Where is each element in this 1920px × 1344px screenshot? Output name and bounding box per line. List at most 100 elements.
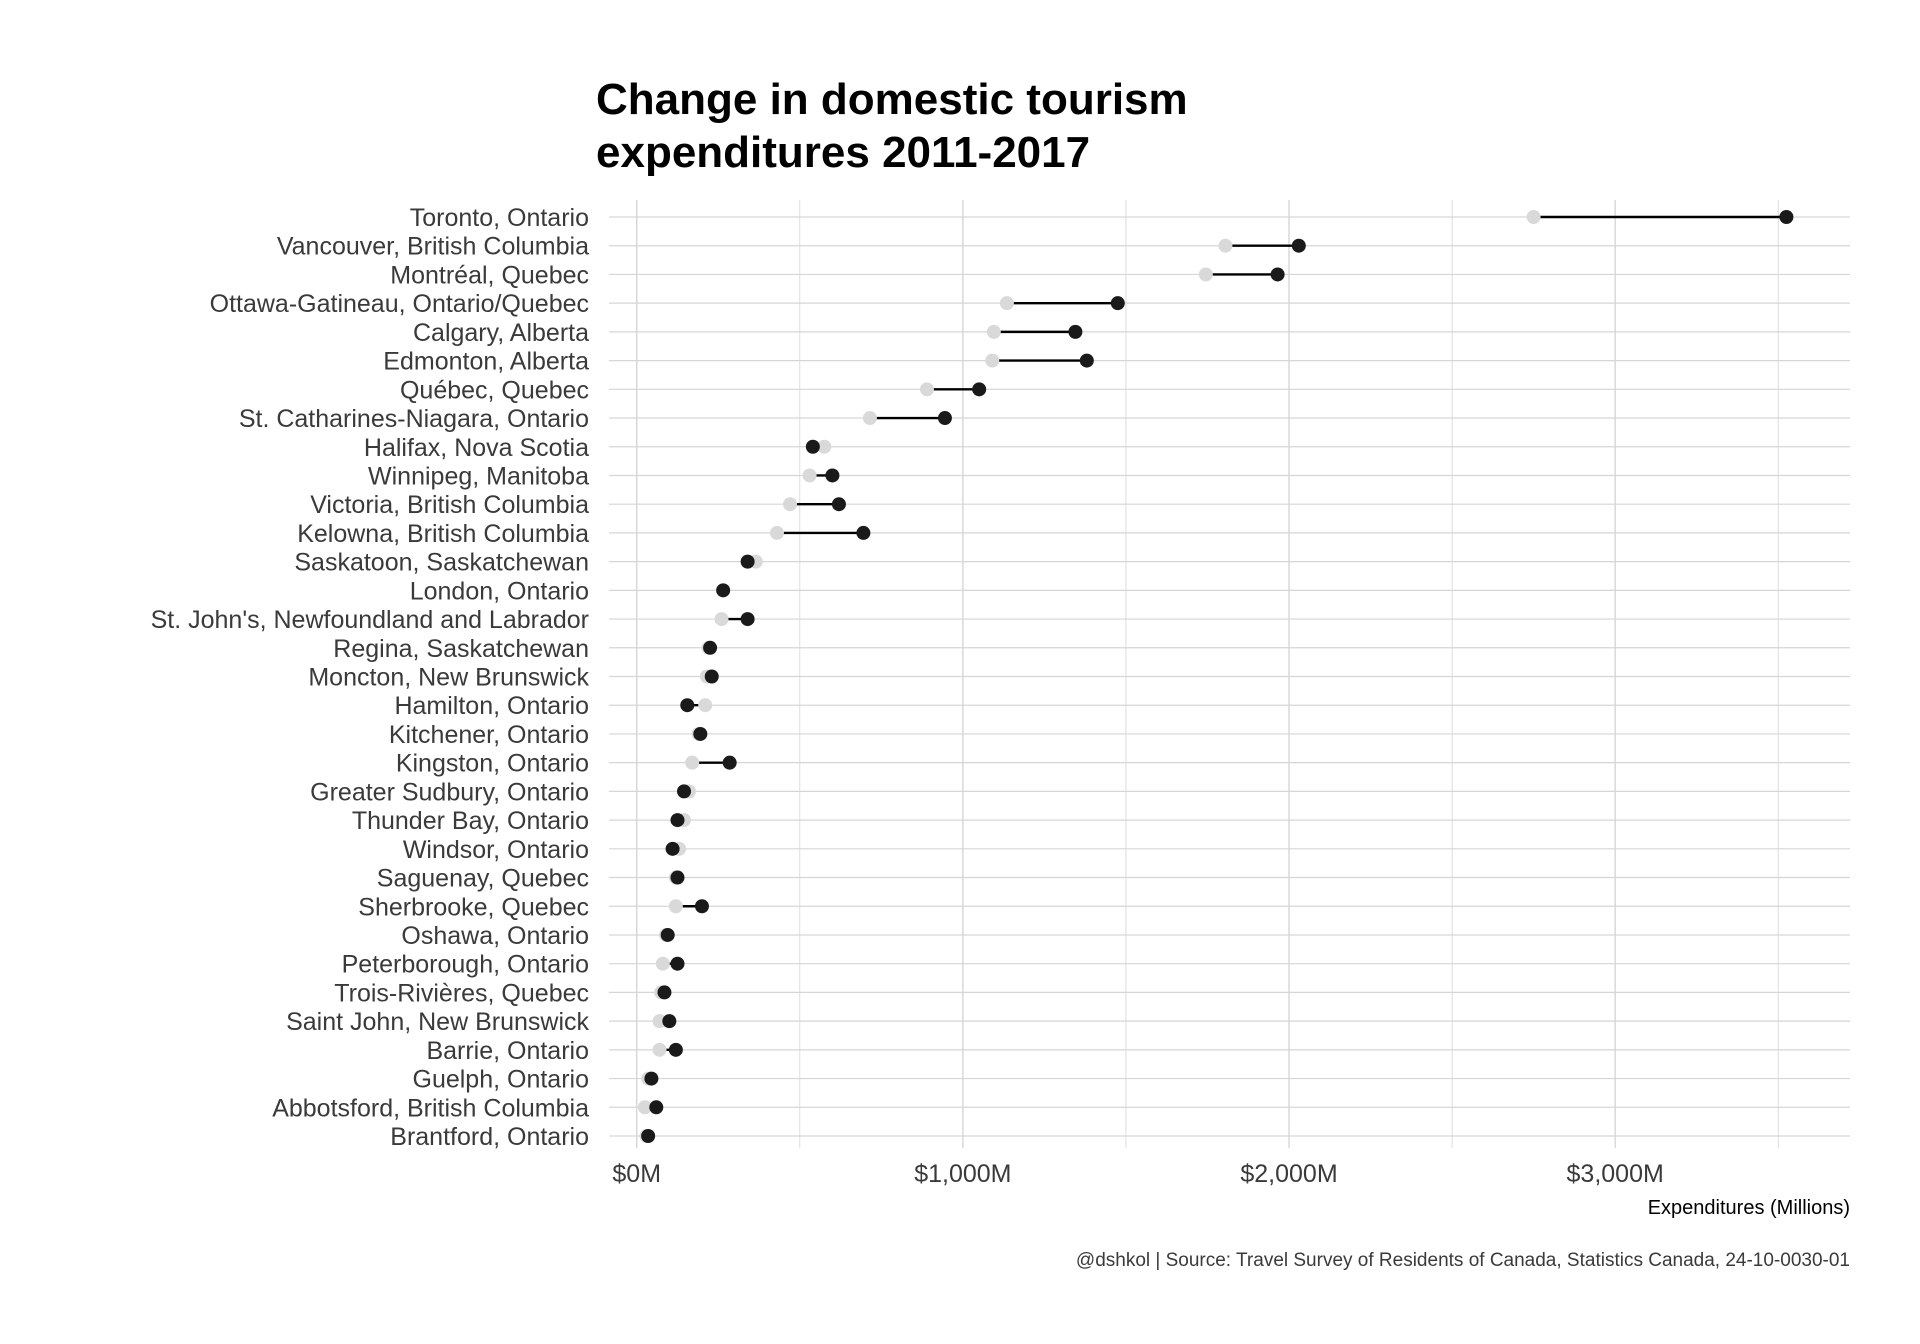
category-label: Windsor, Ontario [403, 836, 589, 864]
end-point [694, 899, 709, 914]
category-label: Saint John, New Brunswick [286, 1008, 589, 1036]
category-label: Vancouver, British Columbia [277, 233, 589, 261]
end-point [641, 1129, 656, 1143]
end-point [677, 784, 692, 799]
end-point [704, 669, 719, 684]
start-point [655, 956, 670, 971]
x-axis-title: Expenditures (Millions) [1648, 1197, 1850, 1219]
category-label: Hamilton, Ontario [394, 692, 589, 720]
x-tick-label: $0M [612, 1160, 661, 1188]
end-point [1779, 210, 1794, 224]
category-label: Victoria, British Columbia [310, 491, 589, 519]
start-point [1218, 238, 1233, 253]
start-point [668, 899, 683, 914]
end-point [670, 956, 685, 971]
x-gridlines [636, 200, 1779, 1148]
category-label: Ottawa-Gatineau, Ontario/Quebec [210, 290, 589, 318]
category-label: Barrie, Ontario [426, 1037, 589, 1065]
end-point [703, 640, 718, 655]
start-point [1198, 267, 1213, 282]
category-label: Saguenay, Quebec [377, 865, 589, 893]
start-point [652, 1014, 667, 1029]
category-label: Trois-Rivières, Quebec [334, 979, 589, 1007]
start-point [652, 1042, 667, 1057]
category-label: Abbotsford, British Columbia [272, 1094, 589, 1122]
end-point [649, 1100, 664, 1115]
end-point [937, 411, 952, 426]
source-caption: @dshkol | Source: Travel Survey of Resid… [1076, 1250, 1850, 1271]
start-point [802, 468, 817, 483]
category-label: Brantford, Ontario [390, 1123, 589, 1151]
x-tick-labels: $0M $1,000M $2,000M $3,000M [612, 1160, 1663, 1188]
end-point [805, 439, 820, 454]
start-point [817, 439, 832, 454]
category-label: Thunder Bay, Ontario [352, 807, 589, 835]
end-point [1110, 296, 1125, 311]
end-point [657, 985, 672, 1000]
start-point [769, 525, 784, 540]
category-label: Montréal, Quebec [390, 261, 589, 289]
category-label: Peterborough, Ontario [342, 951, 589, 979]
end-point [670, 870, 685, 885]
end-point [716, 583, 731, 598]
x-tick-label: $1,000M [914, 1160, 1011, 1188]
category-label: Winnipeg, Manitoba [368, 462, 589, 490]
category-label: London, Ontario [410, 577, 589, 605]
start-point [999, 296, 1014, 311]
category-label: Edmonton, Alberta [383, 348, 589, 376]
end-points [641, 210, 1794, 1143]
end-point [722, 755, 737, 770]
category-label: Kingston, Ontario [396, 750, 589, 778]
start-point [714, 612, 729, 627]
category-label: Regina, Saskatchewan [333, 635, 589, 663]
category-label: Kelowna, British Columbia [297, 520, 589, 548]
end-point [644, 1071, 659, 1086]
category-label: Greater Sudbury, Ontario [310, 778, 589, 806]
chart-title-line-1: Change in domestic tourism [596, 75, 1188, 124]
start-point [1526, 210, 1541, 224]
category-label: Kitchener, Ontario [389, 721, 589, 749]
x-tick-label: $2,000M [1240, 1160, 1337, 1188]
end-point [670, 813, 685, 828]
start-point [698, 698, 713, 713]
category-label: Québec, Quebec [400, 376, 589, 404]
end-point [740, 554, 755, 569]
end-point [660, 927, 675, 942]
end-point [856, 525, 871, 540]
category-label: Saskatoon, Saskatchewan [294, 549, 589, 577]
chart-title-line-2: expenditures 2011-2017 [596, 128, 1090, 177]
start-point [985, 353, 1000, 368]
end-point [1068, 324, 1083, 339]
end-point [665, 841, 680, 856]
category-label: Moncton, New Brunswick [308, 664, 589, 692]
end-point [1079, 353, 1094, 368]
category-label: Sherbrooke, Quebec [358, 893, 589, 921]
category-label: St. John's, Newfoundland and Labrador [151, 606, 589, 634]
end-point [831, 497, 846, 512]
end-point [1291, 238, 1306, 253]
end-point [1270, 267, 1285, 282]
end-point [972, 382, 987, 397]
category-label: Calgary, Alberta [413, 319, 589, 347]
start-point [685, 755, 700, 770]
start-point [783, 497, 798, 512]
category-label: Guelph, Ontario [413, 1066, 590, 1094]
start-point [637, 1100, 652, 1115]
category-label: St. Catharines-Niagara, Ontario [239, 405, 589, 433]
category-label: Oshawa, Ontario [401, 922, 589, 950]
start-point [919, 382, 934, 397]
x-tick-label: $3,000M [1567, 1160, 1664, 1188]
end-point [662, 1014, 677, 1029]
start-point [862, 411, 877, 426]
end-point [693, 726, 708, 741]
end-point [740, 612, 755, 627]
y-gridlines [609, 216, 1850, 1137]
start-point [986, 324, 1001, 339]
end-point [680, 698, 695, 713]
end-point [668, 1042, 683, 1057]
category-label: Halifax, Nova Scotia [364, 434, 589, 462]
end-point [825, 468, 840, 483]
category-label: Toronto, Ontario [410, 204, 589, 232]
